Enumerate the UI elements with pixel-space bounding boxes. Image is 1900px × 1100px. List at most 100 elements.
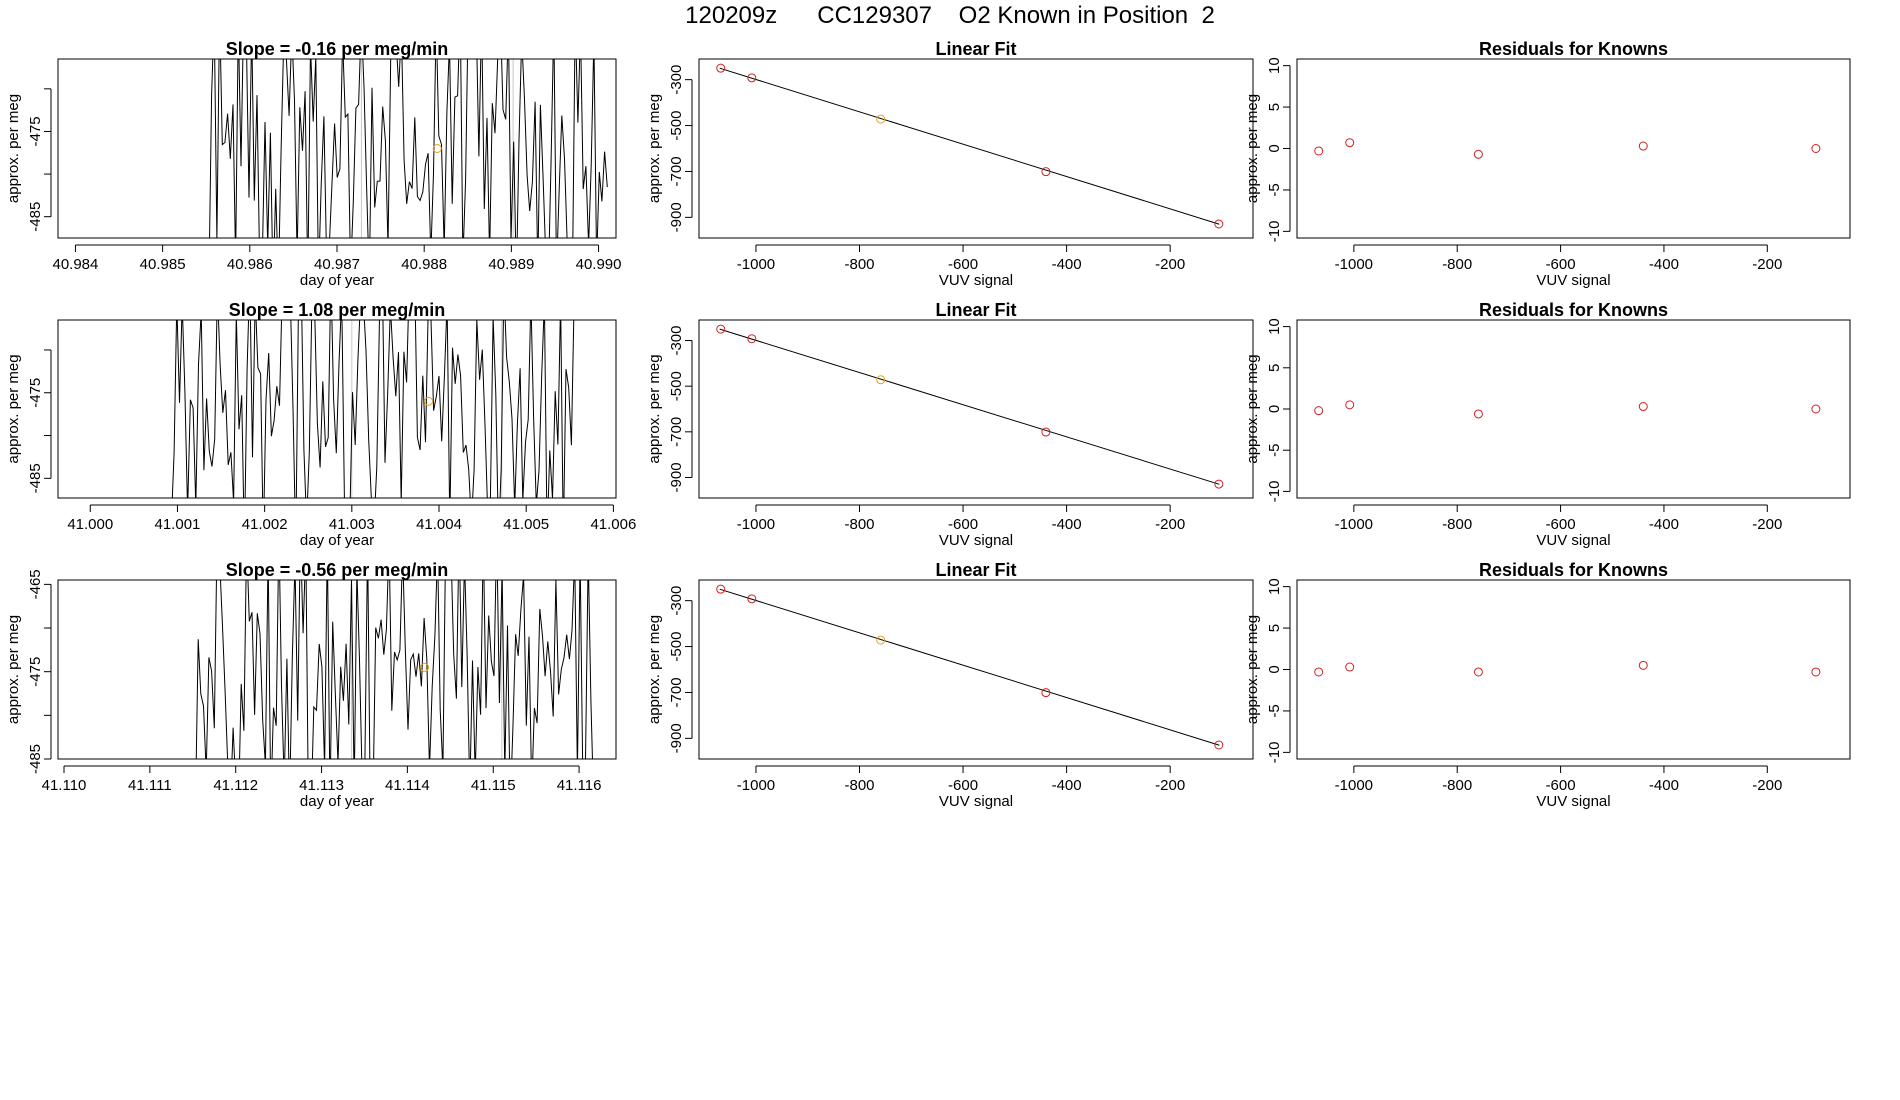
panel-res-1-x-tick-label: -400 xyxy=(1649,256,1679,273)
panel-line-3-x-tick-label: 41.114 xyxy=(385,777,430,794)
panel-res-3-y-tick-label: -5 xyxy=(1266,704,1283,717)
panel-res-1: Residuals for Knowns -1000 -800 -600 -400 -20… xyxy=(1244,39,1851,289)
panel-line-2-x-tick-label: 41.005 xyxy=(503,516,549,533)
panel-line-2-x-label: day of year xyxy=(300,532,374,549)
panel-res-2-y-tick-label: -10 xyxy=(1266,481,1283,503)
panel-res-2-x-tick-label: -200 xyxy=(1752,516,1782,533)
panel-res-3-y-tick-label: -10 xyxy=(1266,742,1283,764)
panel-res-2-title: Residuals for Knowns xyxy=(1479,300,1668,320)
panel-res-3-x-tick-label: -600 xyxy=(1546,777,1576,794)
panel-line-3-x-tick-label: 41.110 xyxy=(42,777,87,794)
panel-fit-1-frame xyxy=(698,58,1254,239)
panel-res-3-point xyxy=(1314,667,1324,677)
panel-line-3-title: Slope = -0.56 per meg/min xyxy=(226,560,449,580)
panel-line-1-known-point xyxy=(432,144,442,153)
panel-res-1-x-tick-label: -1000 xyxy=(1335,256,1373,273)
panel-res-3-x-tick-label: -200 xyxy=(1752,777,1782,794)
panel-line-3-y-tick-label: -465 xyxy=(27,569,44,599)
panel-res-3-point xyxy=(1638,660,1648,670)
panel-line-3-x-tick-label: 41.112 xyxy=(213,777,258,794)
panel-fit-3-fit-line xyxy=(719,588,1220,746)
panel-fit-2-y-tick-label: -700 xyxy=(668,417,685,447)
panel-res-2-x-tick-label: -600 xyxy=(1546,516,1576,533)
panel-fit-1-y-tick-label: -300 xyxy=(668,65,685,95)
panel-res-2-x-tick-label: -400 xyxy=(1649,516,1679,533)
panel-fit-1-y-tick-label: -900 xyxy=(668,202,685,232)
panel-line-1-x-tick-label: 40.984 xyxy=(52,256,98,273)
panel-fit-3-x-tick-label: -400 xyxy=(1052,777,1082,794)
panel-res-3-y-label: approx. per meg xyxy=(1244,615,1261,724)
panel-res-3-x-tick-label: -400 xyxy=(1649,777,1679,794)
panel-res-3-frame xyxy=(1296,579,1851,760)
panel-res-3-title: Residuals for Knowns xyxy=(1479,560,1668,580)
panel-fit-2-x-tick-label: -600 xyxy=(948,516,978,533)
panel-line-3-x-label: day of year xyxy=(300,793,374,810)
panel-res-3-data xyxy=(1314,660,1821,677)
panel-line-1-series-line xyxy=(209,59,608,238)
panel-line-3: Slope = -0.56 per meg/min 41.110 41.111 41.… xyxy=(5,560,617,810)
panel-res-3-y-tick-label: 5 xyxy=(1266,624,1283,632)
panel-line-1-x-label: day of year xyxy=(300,272,374,289)
panel-res-1-point xyxy=(1473,149,1483,159)
panel-fit-2-title: Linear Fit xyxy=(935,300,1016,320)
panel-res-2-y-tick-label: 5 xyxy=(1266,364,1283,372)
panel-fit-2-point xyxy=(747,334,757,344)
panel-fit-2-y-tick-label: -500 xyxy=(668,371,685,401)
panel-line-2-x-tick-label: 41.000 xyxy=(67,516,113,533)
panel-res-1-title: Residuals for Knowns xyxy=(1479,39,1668,59)
panel-res-1-frame xyxy=(1296,58,1851,239)
panel-fit-1-x-tick-label: -400 xyxy=(1052,256,1082,273)
panel-res-3-x-tick-label: -800 xyxy=(1442,777,1472,794)
panel-line-2-x-tick-label: 41.006 xyxy=(590,516,636,533)
panel-res-1-y-tick-label: 5 xyxy=(1266,103,1283,111)
panel-fit-2-x-tick-label: -400 xyxy=(1052,516,1082,533)
panel-res-2-point xyxy=(1314,406,1324,416)
panel-fit-2-frame xyxy=(698,319,1254,499)
panel-line-2-x-tick-label: 41.003 xyxy=(329,516,375,533)
panel-fit-2-data xyxy=(716,324,1224,489)
panel-res-1-point xyxy=(1638,141,1648,151)
panel-fit-1-x-label: VUV signal xyxy=(939,272,1013,289)
panel-fit-1-y-tick-label: -500 xyxy=(668,111,685,141)
panel-fit-1-point xyxy=(876,114,886,124)
panel-fit-3-point xyxy=(747,594,757,604)
panel-res-1-y-tick-label: -10 xyxy=(1266,221,1283,243)
panel-fit-3-x-tick-label: -600 xyxy=(948,777,978,794)
panel-res-3: Residuals for Knowns -1000 -800 -600 -400 -20… xyxy=(1244,560,1851,810)
panel-res-1-point xyxy=(1314,146,1324,156)
panel-res-2-y-tick-label: 0 xyxy=(1266,405,1283,413)
panel-res-1-x-tick-label: -600 xyxy=(1546,256,1576,273)
panel-line-1-x-tick-label: 40.990 xyxy=(576,256,622,273)
panel-fit-1-fit-line xyxy=(719,67,1220,225)
panel-line-1-data xyxy=(209,59,608,238)
panel-line-2-known-point xyxy=(424,396,434,406)
panel-fit-1-x-tick-label: -800 xyxy=(844,256,874,273)
panel-fit-2-y-tick-label: -900 xyxy=(668,462,685,492)
panel-fit-3-point xyxy=(1041,688,1051,698)
panel-fit-2-y-label: approx. per meg xyxy=(646,354,663,463)
panel-line-3-y-tick-label: -485 xyxy=(27,744,44,774)
panel-line-2: Slope = 1.08 per meg/min 41.000 41.001 41.0… xyxy=(5,300,636,549)
panel-line-1-y-label: approx. per meg xyxy=(5,94,22,203)
panel-line-1-y-tick-label: -485 xyxy=(27,202,44,232)
panel-res-2-y-tick-label: -5 xyxy=(1266,444,1283,457)
panel-fit-3: Linear Fit -1000 -800 -600 -400 -200 VUV signa… xyxy=(646,560,1254,810)
panel-res-1-point xyxy=(1345,138,1355,148)
panel-fit-1-point xyxy=(1041,167,1051,177)
panel-fit-3-x-label: VUV signal xyxy=(939,793,1013,810)
panel-line-2-data xyxy=(171,320,575,498)
panel-res-1-x-tick-label: -200 xyxy=(1752,256,1782,273)
panel-res-3-y-tick-label: 0 xyxy=(1266,665,1283,673)
panel-line-2-x-tick-label: 41.001 xyxy=(155,516,201,533)
panel-fit-1-point xyxy=(716,63,726,73)
panel-line-1-x-tick-label: 40.989 xyxy=(488,256,534,273)
panel-fit-3-y-tick-label: -500 xyxy=(668,632,685,662)
panel-fit-3-y-label: approx. per meg xyxy=(646,615,663,724)
panel-line-3-x-tick-label: 41.113 xyxy=(299,777,344,794)
panel-res-2-point xyxy=(1345,400,1355,410)
panel-line-1-title: Slope = -0.16 per meg/min xyxy=(226,39,449,59)
panel-line-1-x-tick-label: 40.986 xyxy=(227,256,273,273)
panel-fit-2-x-tick-label: -800 xyxy=(844,516,874,533)
panel-line-3-x-tick-label: 41.111 xyxy=(128,777,172,794)
